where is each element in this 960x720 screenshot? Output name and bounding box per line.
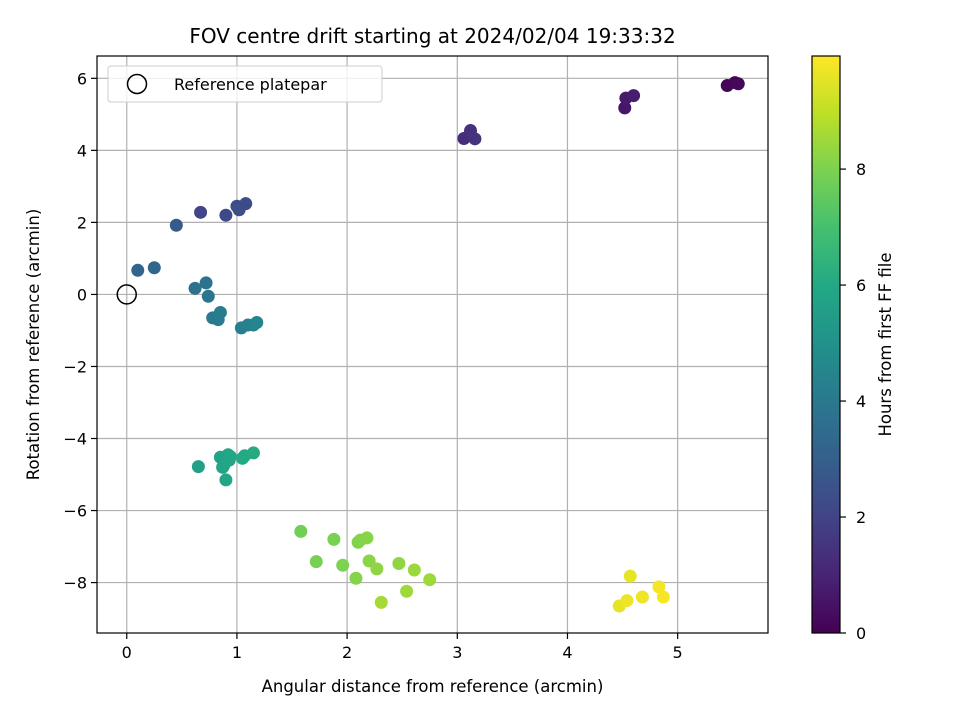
x-tick-label: 2 xyxy=(342,643,352,662)
data-point xyxy=(147,261,161,275)
data-point xyxy=(219,208,233,222)
data-point xyxy=(223,450,237,464)
legend-marker-icon xyxy=(126,73,148,95)
data-point xyxy=(169,218,183,232)
x-axis-label: Angular distance from reference (arcmin) xyxy=(262,677,604,696)
colorbar: 0 2 4 6 8 Hours from first FF file xyxy=(811,55,895,643)
y-tick-label: 2 xyxy=(77,213,87,232)
data-point xyxy=(349,571,363,585)
colorbar-tick-label: 6 xyxy=(856,276,866,295)
data-point xyxy=(239,197,253,211)
data-point xyxy=(623,569,637,583)
data-point xyxy=(131,263,145,277)
legend-box xyxy=(107,65,383,103)
data-point xyxy=(246,446,260,460)
data-point xyxy=(392,556,406,570)
colorbar-tick-label: 8 xyxy=(856,160,866,179)
plot-frame xyxy=(96,55,769,634)
data-point xyxy=(652,580,666,594)
y-tick-label: 0 xyxy=(77,285,87,304)
reference-marker-layer xyxy=(116,284,137,305)
data-point xyxy=(400,584,414,598)
data-point xyxy=(468,132,482,146)
data-point xyxy=(423,573,437,587)
y-axis: −8 −6 −4 −2 0 2 4 6 xyxy=(63,69,97,593)
data-point xyxy=(327,532,341,546)
data-point xyxy=(191,460,205,474)
data-point xyxy=(201,289,215,303)
colorbar-gradient xyxy=(811,55,841,634)
x-tick-label: 5 xyxy=(673,643,683,662)
data-point xyxy=(620,594,634,608)
data-point xyxy=(374,595,388,609)
y-tick-label: 6 xyxy=(77,69,87,88)
data-point xyxy=(635,590,649,604)
reference-platepar-marker xyxy=(116,284,137,305)
x-tick-label: 0 xyxy=(122,643,132,662)
data-point xyxy=(250,316,264,330)
y-tick-label: −4 xyxy=(63,430,87,449)
y-tick-label: 4 xyxy=(77,141,87,160)
y-tick-label: −8 xyxy=(63,574,87,593)
data-point xyxy=(188,281,202,295)
data-points xyxy=(131,76,745,613)
data-point xyxy=(627,89,641,103)
legend-entry-label: Reference platepar xyxy=(174,75,327,94)
data-point xyxy=(194,205,208,219)
data-point xyxy=(731,77,745,91)
colorbar-tick-label: 2 xyxy=(856,508,866,527)
data-point xyxy=(219,473,233,487)
chart-title: FOV centre drift starting at 2024/02/04 … xyxy=(189,24,675,48)
colorbar-tick-label: 0 xyxy=(856,624,866,643)
x-tick-label: 1 xyxy=(232,643,242,662)
data-point xyxy=(618,101,632,115)
data-point xyxy=(213,305,227,319)
x-axis: 0 1 2 3 4 5 xyxy=(122,633,683,662)
y-tick-label: −2 xyxy=(63,357,87,376)
data-point xyxy=(199,276,213,290)
colorbar-tick-label: 4 xyxy=(856,392,866,411)
data-point xyxy=(336,558,350,572)
colorbar-label: Hours from first FF file xyxy=(876,252,895,436)
data-point xyxy=(360,531,374,545)
grid xyxy=(97,56,768,633)
data-point xyxy=(294,524,308,538)
y-tick-label: −6 xyxy=(63,502,87,521)
data-point xyxy=(656,590,670,604)
data-point xyxy=(370,562,384,576)
colorbar-ticks: 0 2 4 6 8 xyxy=(840,160,866,643)
y-axis-label: Rotation from reference (arcmin) xyxy=(24,209,43,481)
legend: Reference platepar xyxy=(107,65,383,103)
x-tick-label: 3 xyxy=(452,643,462,662)
data-point xyxy=(309,555,323,569)
data-point xyxy=(407,563,421,577)
x-tick-label: 4 xyxy=(562,643,572,662)
